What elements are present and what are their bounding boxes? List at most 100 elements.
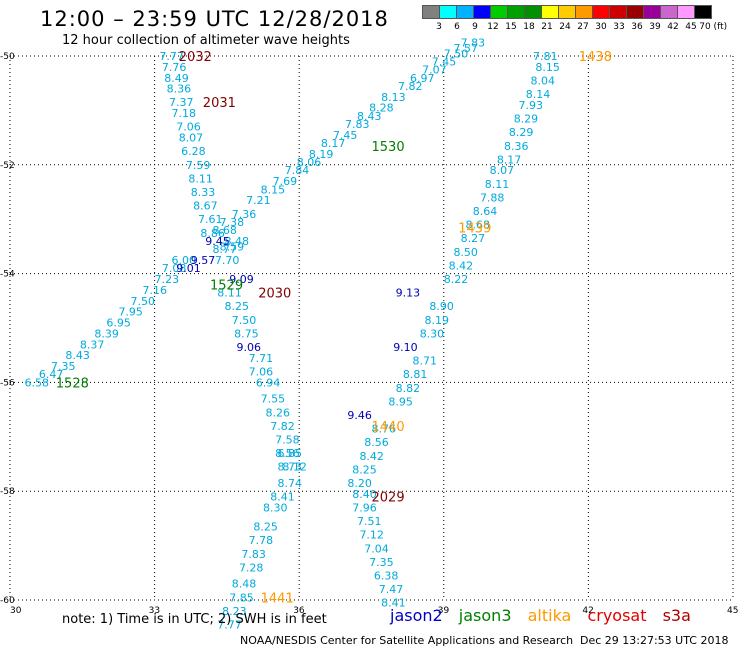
wave-height-value: 7.82 [398, 80, 423, 93]
wave-height-value: 9.10 [393, 341, 418, 354]
wave-height-value: 8.42 [449, 259, 474, 272]
wave-height-value: 7.61 [198, 213, 223, 226]
wave-height-value: 8.68 [465, 219, 490, 232]
wave-height-value: 7.06 [176, 121, 201, 134]
wave-height-value: 9.57 [191, 254, 216, 267]
pass-time-label: 1439 [458, 221, 491, 236]
satellite-legend: jason2 jason3 altika cryosat s3a [390, 606, 702, 625]
color-scale-label: 9 [472, 22, 478, 32]
wave-height-value: 7.78 [249, 534, 274, 547]
wave-height-value: 7.23 [155, 273, 180, 286]
wave-height-value: 7.70 [215, 254, 240, 267]
wave-height-value: 7.45 [432, 55, 457, 68]
wave-height-value: 7.83 [241, 548, 265, 561]
wave-height-value: 6.94 [256, 376, 281, 389]
wave-height-value: 7.06 [249, 366, 274, 379]
wave-height-value: 6.95 [106, 317, 130, 330]
wave-height-value: 8.36 [167, 83, 192, 96]
pass-time-label: 2031 [203, 96, 236, 111]
wave-height-value: 8.48 [224, 235, 249, 248]
legend-cryosat: cryosat [587, 606, 647, 625]
wave-height-value: 8.43 [357, 110, 382, 123]
pass-time-label: 1438 [579, 50, 612, 65]
color-scale-label: 70 (ft) [699, 22, 728, 32]
chart-subtitle: 12 hour collection of altimeter wave hei… [62, 33, 350, 48]
footer-note: note: 1) Time is in UTC; 2) SWH is in fe… [62, 612, 327, 627]
wave-height-value: 8.42 [359, 450, 384, 463]
wave-height-value: 7.45 [333, 129, 358, 142]
wave-height-value: 9.09 [229, 273, 254, 286]
wave-height-value: 7.35 [51, 360, 76, 373]
wave-height-value: 7.50 [444, 47, 469, 60]
wave-height-value: 8.36 [504, 140, 529, 153]
wave-height-value: 8.56 [364, 436, 389, 449]
wave-height-value: 8.28 [369, 102, 394, 115]
wave-height-value: 8.17 [497, 153, 522, 166]
color-scale-label: 45 [685, 22, 697, 32]
wave-height-value: 8.75 [234, 327, 259, 340]
wave-height-value: 8.56 [275, 447, 300, 460]
wave-height-value: 8.33 [191, 186, 216, 199]
y-tick-label: -50 [0, 52, 15, 62]
wave-height-value: 8.06 [297, 156, 322, 169]
wave-height-value: 8.25 [224, 300, 249, 313]
x-tick-label: 33 [149, 606, 160, 616]
color-scale-label: 3 [436, 22, 442, 32]
wave-height-value: 7.77 [159, 50, 184, 63]
wave-height-value: 8.13 [381, 91, 406, 104]
wave-height-value: 7.88 [480, 191, 505, 204]
color-scale-label: 15 [505, 22, 517, 32]
color-scale-label: 18 [523, 22, 535, 32]
wave-height-value: 8.82 [396, 382, 421, 395]
wave-height-value: 8.22 [444, 273, 469, 286]
wave-height-value: 8.04 [531, 74, 556, 87]
color-scale-label: 24 [559, 22, 571, 32]
legend-s3a: s3a [662, 606, 691, 625]
wave-height-value: 7.95 [118, 306, 143, 319]
wave-height-value: 7.50 [131, 295, 156, 308]
wave-height-value: 7.35 [369, 556, 394, 569]
pass-time-label: 2030 [258, 287, 291, 302]
wave-height-value: 7.81 [533, 50, 558, 63]
wave-height-value: 7.57 [453, 42, 478, 55]
wave-height-value: 6.38 [374, 570, 399, 583]
wave-height-value: 8.29 [514, 113, 539, 126]
x-tick-label: 42 [582, 606, 593, 616]
wave-height-value: 8.19 [425, 314, 450, 327]
x-tick-label: 30 [10, 606, 22, 616]
wave-height-value: 7.93 [519, 99, 544, 112]
wave-height-value: 7.58 [275, 434, 300, 447]
wave-height-value: 8.90 [429, 300, 454, 313]
wave-height-value: 7.85 [229, 591, 254, 604]
x-tick-label: 39 [438, 606, 450, 616]
wave-height-value: 8.74 [278, 477, 303, 490]
y-tick-label: -60 [0, 596, 15, 606]
wave-height-value: 8.37 [80, 338, 105, 351]
wave-height-value: 6.58 [24, 376, 49, 389]
wave-height-value: 7.08 [162, 262, 187, 275]
wave-height-value: 8.40 [352, 488, 377, 501]
wave-height-value: 6.47 [39, 368, 64, 381]
wave-height-value: 8.30 [420, 327, 445, 340]
legend-altika: altika [527, 606, 572, 625]
wave-height-value: 6.00 [171, 254, 196, 267]
wave-height-value: 8.67 [193, 200, 218, 213]
wave-height-value: 8.68 [212, 224, 237, 237]
wave-height-value: 8.30 [263, 502, 288, 515]
wave-height-value: 6.85 [278, 447, 303, 460]
y-tick-label: -52 [0, 161, 15, 171]
wave-height-value: 7.12 [359, 529, 384, 542]
y-tick-label: -54 [0, 270, 15, 280]
pass-time-label: 1528 [56, 376, 89, 391]
wave-height-value: 8.41 [381, 597, 406, 610]
y-tick-label: -56 [0, 378, 15, 388]
wave-height-value: 7.83 [461, 36, 486, 49]
wave-height-value: 8.81 [403, 368, 428, 381]
footer-date: Dec 29 13:27:53 UTC 2018 [580, 634, 729, 647]
color-scale-bar [422, 5, 712, 19]
wave-height-value: 7.47 [379, 583, 404, 596]
x-tick-label: 36 [293, 606, 305, 616]
color-scale-label: 27 [577, 22, 589, 32]
wave-height-value: 8.29 [509, 126, 534, 139]
